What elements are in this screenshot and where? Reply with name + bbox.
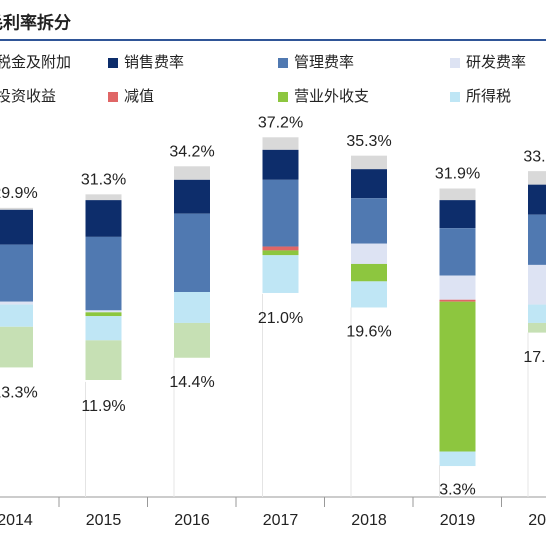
bar-segment (262, 255, 299, 293)
x-tick-label: 2018 (351, 512, 387, 529)
bar-segment (85, 200, 122, 237)
bar-segment (85, 310, 122, 313)
bar-segment (262, 179, 299, 247)
bar-segment (351, 198, 387, 244)
legend-label: 所得税 (466, 87, 511, 105)
x-tick-label: 2015 (86, 512, 122, 529)
bar-segment (85, 236, 122, 311)
net-label: 13.3% (0, 385, 38, 402)
bar-segment (0, 326, 33, 368)
bar-segment (85, 194, 122, 201)
bar-segment (528, 171, 546, 185)
legend-swatch (278, 92, 288, 102)
net-label: 3.3% (439, 481, 475, 498)
gross-label: 29.9% (0, 185, 38, 202)
bar-segment (262, 149, 299, 180)
bar-segment (0, 209, 33, 245)
bar-segment (85, 316, 122, 341)
bar-segment (351, 155, 387, 170)
bar-segment (174, 322, 210, 358)
bar-segment (351, 281, 387, 308)
gross-label: 35.3% (346, 133, 391, 150)
bar-segment (439, 275, 476, 300)
bar-segment (528, 264, 546, 305)
legend-swatch (450, 58, 460, 68)
bar-segment (528, 214, 546, 265)
legend-swatch (278, 58, 288, 68)
legend-label: 减值 (124, 87, 154, 105)
gross-label: 31.3% (81, 172, 126, 189)
net-label: 14.4% (169, 374, 214, 391)
legend-swatch (108, 92, 118, 102)
legend-swatch (450, 92, 460, 102)
bar-segment (439, 188, 476, 201)
legend-label: 销售费率 (124, 53, 184, 71)
bar-segment (262, 246, 299, 251)
x-tick-label: 2016 (174, 512, 210, 529)
x-tick-label: 2014 (0, 512, 33, 529)
x-tick-label: 2019 (440, 512, 476, 529)
net-label: 21.0% (258, 310, 303, 327)
legend-label: 营业外收支 (294, 87, 369, 105)
bar-segment (85, 312, 122, 317)
bar-segment (351, 169, 387, 199)
x-tick-label: 2017 (263, 512, 299, 529)
bar-segment (351, 263, 387, 282)
bar-segment (439, 200, 476, 229)
bar-segment (174, 166, 210, 180)
bar-segment (0, 244, 33, 302)
legend-label: 税金及附加 (0, 53, 71, 71)
legend-label: 研发费率 (466, 53, 526, 71)
bar-segment (528, 184, 546, 215)
bar-segment (262, 137, 299, 150)
bar-segment (439, 301, 476, 452)
bar-segment (85, 340, 122, 380)
gross-label: 31.9% (435, 166, 480, 183)
net-label: 11.9% (81, 398, 125, 415)
legend-label: 投资收益 (0, 87, 56, 105)
bar-segment (174, 213, 210, 292)
net-label: 17.0% (523, 349, 546, 366)
net-label: 19.6% (346, 324, 391, 341)
bar-segment (528, 322, 546, 333)
gross-label: 34.2% (169, 144, 214, 161)
bar-segment (439, 228, 476, 276)
chart-title: 毛利率拆分 (0, 13, 71, 34)
bar-segment (262, 250, 299, 256)
bar-segment (174, 291, 210, 323)
legend-swatch (108, 58, 118, 68)
gross-label: 33.7% (523, 148, 546, 165)
bar-segment (439, 451, 476, 467)
x-tick-label: 2020 (528, 512, 546, 529)
gross-label: 37.2% (258, 114, 303, 131)
bar-segment (0, 304, 33, 327)
bar-segment (351, 243, 387, 264)
legend-label: 管理费率 (294, 53, 354, 71)
bar-segment (174, 179, 210, 214)
bar-segment (0, 207, 33, 210)
bar-segment (439, 299, 476, 302)
bar-segment (0, 301, 33, 305)
bar-segment (528, 304, 546, 323)
